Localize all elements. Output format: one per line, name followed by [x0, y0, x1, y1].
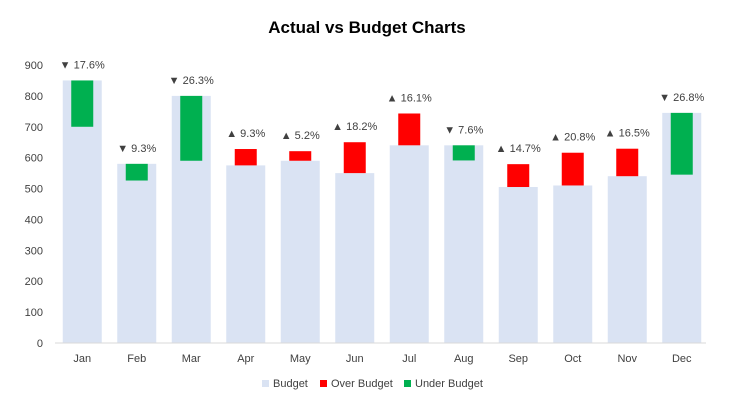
over-budget-bar — [289, 151, 312, 161]
x-tick-label: May — [290, 353, 311, 365]
variance-label: ▲ 14.7% — [496, 143, 541, 155]
x-tick-label: Apr — [237, 353, 254, 365]
legend-entry: Budget — [273, 378, 308, 390]
x-tick-label: Jul — [402, 353, 416, 365]
variance-label: ▲ 20.8% — [550, 132, 595, 144]
variance-label: ▲ 16.1% — [387, 92, 432, 104]
y-tick-label: 100 — [25, 307, 43, 319]
x-tick-label: Feb — [127, 353, 146, 365]
under-budget-bar — [71, 80, 94, 127]
under-budget-bar — [125, 163, 148, 181]
over-budget-bar — [561, 152, 584, 186]
budget-bar — [498, 187, 538, 343]
legend-swatch — [262, 380, 269, 387]
x-tick-label: Oct — [564, 353, 581, 365]
y-tick-label: 800 — [25, 91, 43, 103]
x-tick-label: Jan — [73, 353, 91, 365]
y-tick-label: 900 — [25, 60, 43, 72]
over-budget-bar — [507, 164, 530, 188]
x-tick-label: Jun — [346, 353, 364, 365]
budget-bar — [444, 145, 484, 343]
variance-label: ▼ 26.8% — [659, 92, 704, 104]
budget-bar — [607, 176, 647, 343]
budget-bar — [117, 163, 157, 343]
y-tick-label: 500 — [25, 184, 43, 196]
variance-label: ▲ 9.3% — [226, 128, 265, 140]
y-tick-label: 600 — [25, 153, 43, 165]
x-tick-label: Nov — [617, 353, 637, 365]
variance-label: ▼ 26.3% — [169, 75, 214, 87]
under-budget-bar — [670, 112, 693, 175]
under-budget-bar — [452, 145, 475, 161]
variance-label: ▲ 5.2% — [281, 130, 320, 142]
variance-label: ▼ 7.6% — [444, 124, 483, 136]
under-budget-bar — [180, 95, 203, 161]
variance-label: ▲ 16.5% — [605, 128, 650, 140]
y-tick-label: 0 — [37, 338, 43, 350]
budget-bar — [389, 145, 429, 343]
legend: Budget Over Budget Under Budget — [262, 378, 483, 390]
chart-title: Actual vs Budget Charts — [268, 18, 465, 37]
y-tick-label: 300 — [25, 245, 43, 257]
y-tick-label: 700 — [25, 122, 43, 134]
variance-label: ▼ 9.3% — [117, 143, 156, 155]
bars: ▼ 17.6% ▼ 9.3% ▼ 26.3% ▲ 9.3% ▲ 5.2% ▲ 18.2% ▲… — [60, 59, 705, 343]
variance-label: ▼ 17.6% — [60, 59, 105, 71]
over-budget-bar — [616, 148, 639, 177]
over-budget-bar — [398, 113, 421, 146]
budget-bar — [553, 185, 593, 343]
budget-bar — [226, 165, 266, 343]
budget-bar — [280, 160, 320, 343]
y-tick-label: 200 — [25, 276, 43, 288]
legend-entry: Over Budget — [331, 378, 393, 390]
y-tick-label: 400 — [25, 214, 43, 226]
x-tick-label: Mar — [182, 353, 201, 365]
x-tick-label: Aug — [454, 353, 474, 365]
legend-entry: Under Budget — [415, 378, 483, 390]
over-budget-bar — [343, 142, 366, 174]
x-axis: Jan Feb Mar Apr May Jun Jul Aug Sep Oct Nov Dec — [73, 353, 692, 365]
x-tick-label: Dec — [672, 353, 692, 365]
legend-swatch — [320, 380, 327, 387]
x-tick-label: Sep — [508, 353, 528, 365]
legend-swatch — [404, 380, 411, 387]
over-budget-bar — [234, 149, 257, 166]
budget-bar — [335, 173, 375, 343]
variance-label: ▲ 18.2% — [332, 121, 377, 133]
y-axis: 0 100 200 300 400 500 600 700 800 900 — [25, 60, 43, 350]
